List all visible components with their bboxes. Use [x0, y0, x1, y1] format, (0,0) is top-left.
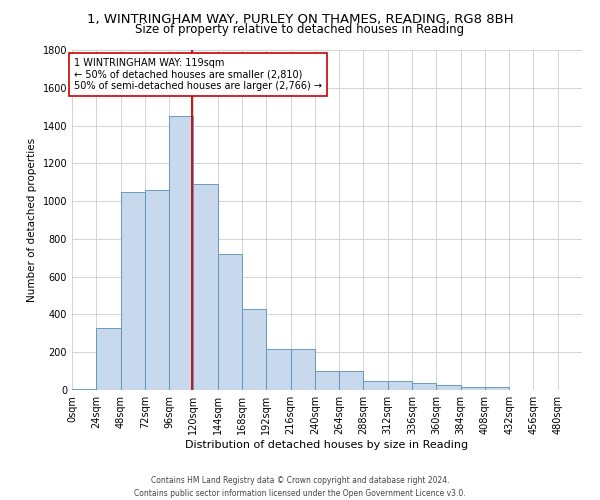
Bar: [290, 350, 315, 390]
Bar: [96, 328, 121, 390]
Bar: [315, 371, 339, 390]
Bar: [485, 387, 509, 390]
Bar: [266, 350, 290, 390]
Text: Contains HM Land Registry data © Crown copyright and database right 2024.
Contai: Contains HM Land Registry data © Crown c…: [134, 476, 466, 498]
Bar: [364, 380, 388, 390]
Bar: [145, 190, 169, 390]
Bar: [388, 380, 412, 390]
Text: 1 WINTRINGHAM WAY: 119sqm
← 50% of detached houses are smaller (2,810)
50% of se: 1 WINTRINGHAM WAY: 119sqm ← 50% of detac…: [74, 58, 322, 91]
Bar: [72, 389, 96, 390]
Text: 1, WINTRINGHAM WAY, PURLEY ON THAMES, READING, RG8 8BH: 1, WINTRINGHAM WAY, PURLEY ON THAMES, RE…: [86, 12, 514, 26]
Bar: [339, 371, 364, 390]
Bar: [412, 384, 436, 390]
Bar: [193, 184, 218, 390]
Y-axis label: Number of detached properties: Number of detached properties: [27, 138, 37, 302]
Bar: [461, 387, 485, 390]
Bar: [242, 309, 266, 390]
Bar: [169, 116, 193, 390]
X-axis label: Distribution of detached houses by size in Reading: Distribution of detached houses by size …: [185, 440, 469, 450]
Bar: [218, 254, 242, 390]
Text: Size of property relative to detached houses in Reading: Size of property relative to detached ho…: [136, 22, 464, 36]
Bar: [436, 386, 461, 390]
Bar: [121, 192, 145, 390]
